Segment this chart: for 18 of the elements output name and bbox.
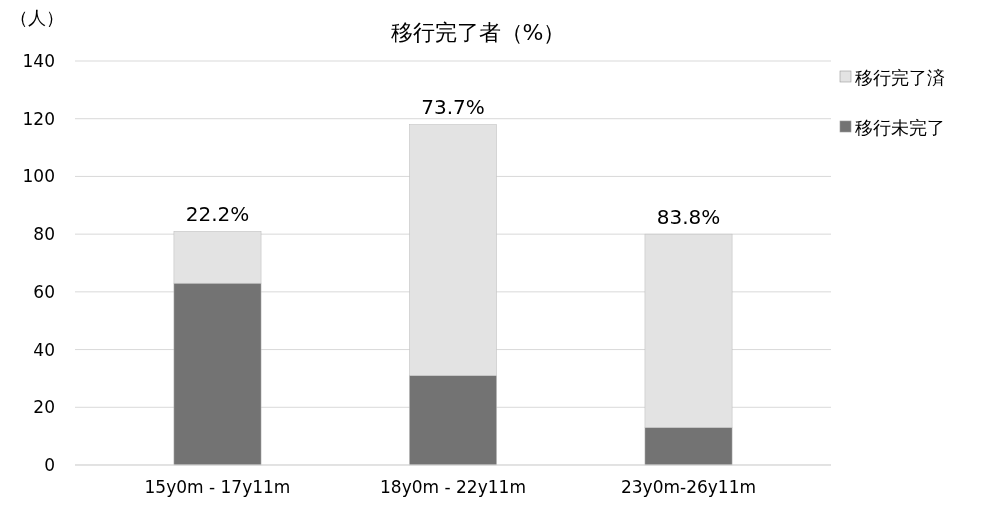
y-tick-label: 100 xyxy=(22,166,55,187)
y-tick-label: 140 xyxy=(22,50,55,71)
y-tick-label: 0 xyxy=(44,454,55,475)
y-tick-label: 40 xyxy=(33,339,55,360)
y-tick-label: 120 xyxy=(22,108,55,129)
annotation: 22.2% xyxy=(185,202,250,227)
x-tick-label: 15y0m - 17y11m xyxy=(144,477,291,497)
y-tick-label: 20 xyxy=(33,397,55,418)
y-tick-label: 80 xyxy=(33,224,55,245)
annotation: 73.7% xyxy=(421,95,485,120)
y-tick-label: 60 xyxy=(33,281,55,302)
annotation: 83.8% xyxy=(656,205,721,230)
legend-label: 移行未完了 xyxy=(855,117,945,139)
x-tick-label: 18y0m - 22y11m xyxy=(380,477,526,497)
y-axis-title: （人） xyxy=(10,7,64,28)
x-tick-label: 23y0m-26y11m xyxy=(620,477,757,497)
chart-title: 移行完了者（%） xyxy=(390,20,566,45)
legend-label: 移行完了済 xyxy=(855,67,945,89)
